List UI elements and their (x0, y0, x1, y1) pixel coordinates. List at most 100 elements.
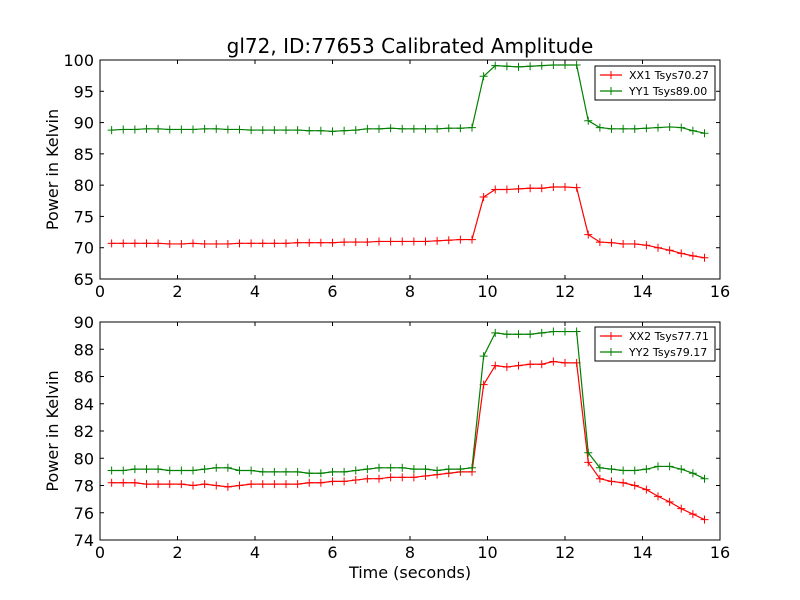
data-point (363, 124, 372, 133)
data-point (502, 185, 511, 194)
data-point (328, 238, 337, 247)
legend-marker (607, 332, 615, 340)
data-point (456, 124, 465, 133)
data-point (351, 476, 360, 485)
data-point (363, 474, 372, 483)
y-tick-label: 85 (74, 145, 94, 164)
data-point (107, 239, 116, 248)
data-point (502, 362, 511, 371)
data-point (282, 126, 290, 135)
data-point (526, 62, 535, 71)
data-point (619, 239, 628, 248)
data-point (502, 330, 511, 339)
data-point (189, 466, 197, 475)
legend-marker (607, 348, 615, 356)
data-point (212, 463, 221, 472)
data-point (514, 184, 523, 193)
x-tick-label: 10 (477, 282, 497, 301)
data-point (235, 125, 244, 134)
data-point (665, 497, 674, 506)
data-point (340, 126, 349, 135)
data-point (491, 185, 500, 194)
data-point (386, 237, 395, 246)
data-point (619, 466, 628, 475)
data-point (235, 481, 244, 490)
data-point (177, 239, 186, 248)
data-point (177, 125, 186, 134)
y-axis-label: Power in Kelvin (43, 370, 62, 491)
data-point (386, 463, 395, 472)
data-point (700, 129, 709, 138)
y-tick-label: 80 (74, 176, 94, 195)
x-tick-label: 14 (632, 282, 652, 301)
data-point (282, 467, 290, 476)
legend-marker (607, 87, 615, 95)
data-point (421, 471, 430, 480)
data-point (316, 469, 325, 478)
data-point (386, 124, 395, 133)
data-point (549, 61, 558, 70)
data-point (514, 361, 523, 370)
data-point (351, 126, 360, 135)
data-point (595, 123, 604, 132)
top-panel: 0 2 4 6 8 10 12 14 16 65 70 75 80 85 90 95 100 Power in K… (43, 51, 730, 301)
data-point (154, 239, 163, 248)
data-point (654, 123, 662, 132)
data-point (351, 238, 360, 247)
data-point (375, 124, 383, 133)
data-point (537, 184, 546, 193)
data-point (642, 465, 651, 474)
data-point (607, 238, 616, 247)
data-point (526, 360, 535, 369)
data-point (247, 126, 256, 135)
data-point (595, 463, 604, 472)
x-tick-label: 10 (477, 543, 497, 562)
data-point (258, 126, 267, 135)
data-point (375, 237, 383, 246)
data-point (363, 238, 372, 247)
data-point (107, 466, 116, 475)
legend-label: YY1 Tsys89.00 (628, 85, 707, 98)
data-point (119, 239, 128, 248)
data-point (677, 249, 686, 258)
data-point (584, 448, 593, 457)
y-axis-label: Power in Kelvin (43, 109, 62, 230)
data-point (316, 478, 325, 487)
data-point (154, 465, 163, 474)
data-point (316, 126, 325, 135)
data-point (421, 465, 430, 474)
data-point (223, 125, 232, 134)
data-point (561, 183, 569, 192)
x-tick-label: 12 (555, 543, 575, 562)
data-point (688, 510, 697, 519)
data-point (607, 477, 616, 486)
x-tick-label: 12 (555, 282, 575, 301)
series-1-group (107, 183, 709, 262)
data-point (119, 478, 128, 487)
y-tick-label: 100 (63, 51, 94, 70)
y-tick-label: 74 (74, 531, 94, 550)
data-point (468, 463, 476, 472)
data-point (688, 251, 697, 260)
legend-label: YY2 Tsys79.17 (628, 346, 707, 359)
data-point (165, 466, 174, 475)
data-point (456, 235, 465, 244)
data-point (514, 330, 523, 339)
data-point (223, 463, 232, 472)
data-point (247, 239, 256, 248)
data-point (293, 238, 302, 247)
y-tick-label: 82 (74, 422, 94, 441)
data-point (630, 239, 639, 248)
data-point (305, 126, 314, 135)
data-point (549, 183, 558, 192)
data-point (154, 480, 163, 489)
data-point (700, 253, 709, 262)
x-tick-label: 0 (95, 282, 105, 301)
data-point (677, 504, 686, 513)
data-point (433, 124, 442, 133)
data-point (247, 480, 256, 489)
data-point (433, 236, 442, 245)
data-point (165, 239, 174, 248)
data-point (130, 478, 139, 487)
data-point (572, 327, 581, 336)
